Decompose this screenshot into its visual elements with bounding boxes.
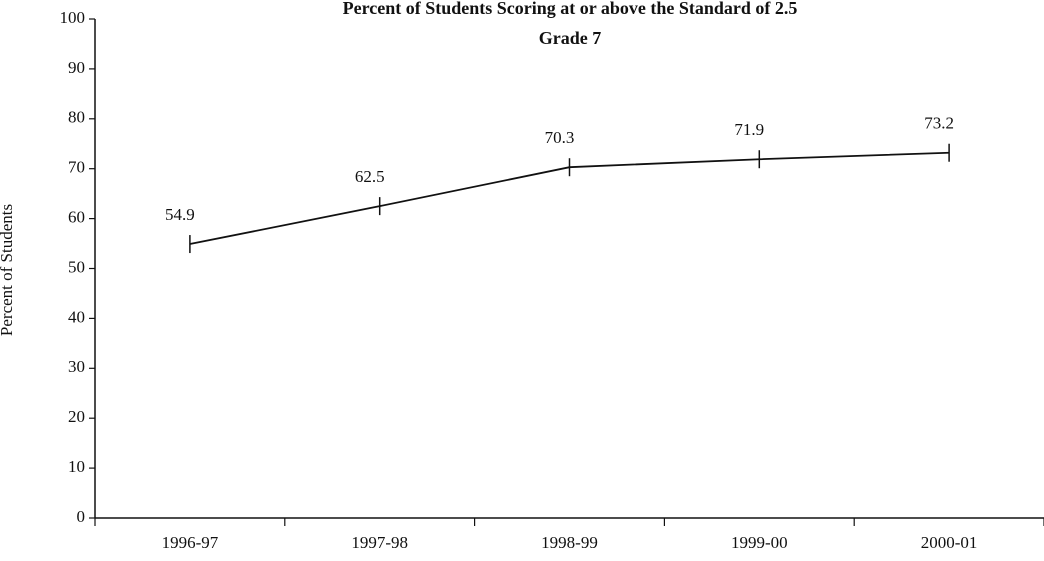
y-tick-label: 40 [68,307,85,326]
y-tick-label: 100 [60,8,86,27]
y-tick-label: 80 [68,108,85,127]
x-tick-label: 1999-00 [731,533,788,552]
data-label: 71.9 [734,120,764,139]
y-axis-label: Percent of Students [0,204,16,336]
data-label: 62.5 [355,167,385,186]
chart-subtitle: Grade 7 [539,28,602,48]
x-tick-label: 1997-98 [351,533,408,552]
data-label: 73.2 [924,114,954,133]
data-label: 54.9 [165,205,195,224]
y-tick-label: 30 [68,357,85,376]
y-tick-label: 0 [77,507,86,526]
y-tick-label: 70 [68,158,85,177]
x-tick-label: 2000-01 [921,533,978,552]
y-tick-label: 60 [68,208,85,227]
y-tick-label: 50 [68,257,85,276]
chart-title: Percent of Students Scoring at or above … [343,0,798,18]
y-tick-label: 10 [68,457,85,476]
x-tick-label: 1998-99 [541,533,598,552]
x-tick-label: 1996-97 [162,533,219,552]
data-label: 70.3 [545,128,575,147]
y-tick-label: 20 [68,407,85,426]
y-tick-label: 90 [68,58,85,77]
